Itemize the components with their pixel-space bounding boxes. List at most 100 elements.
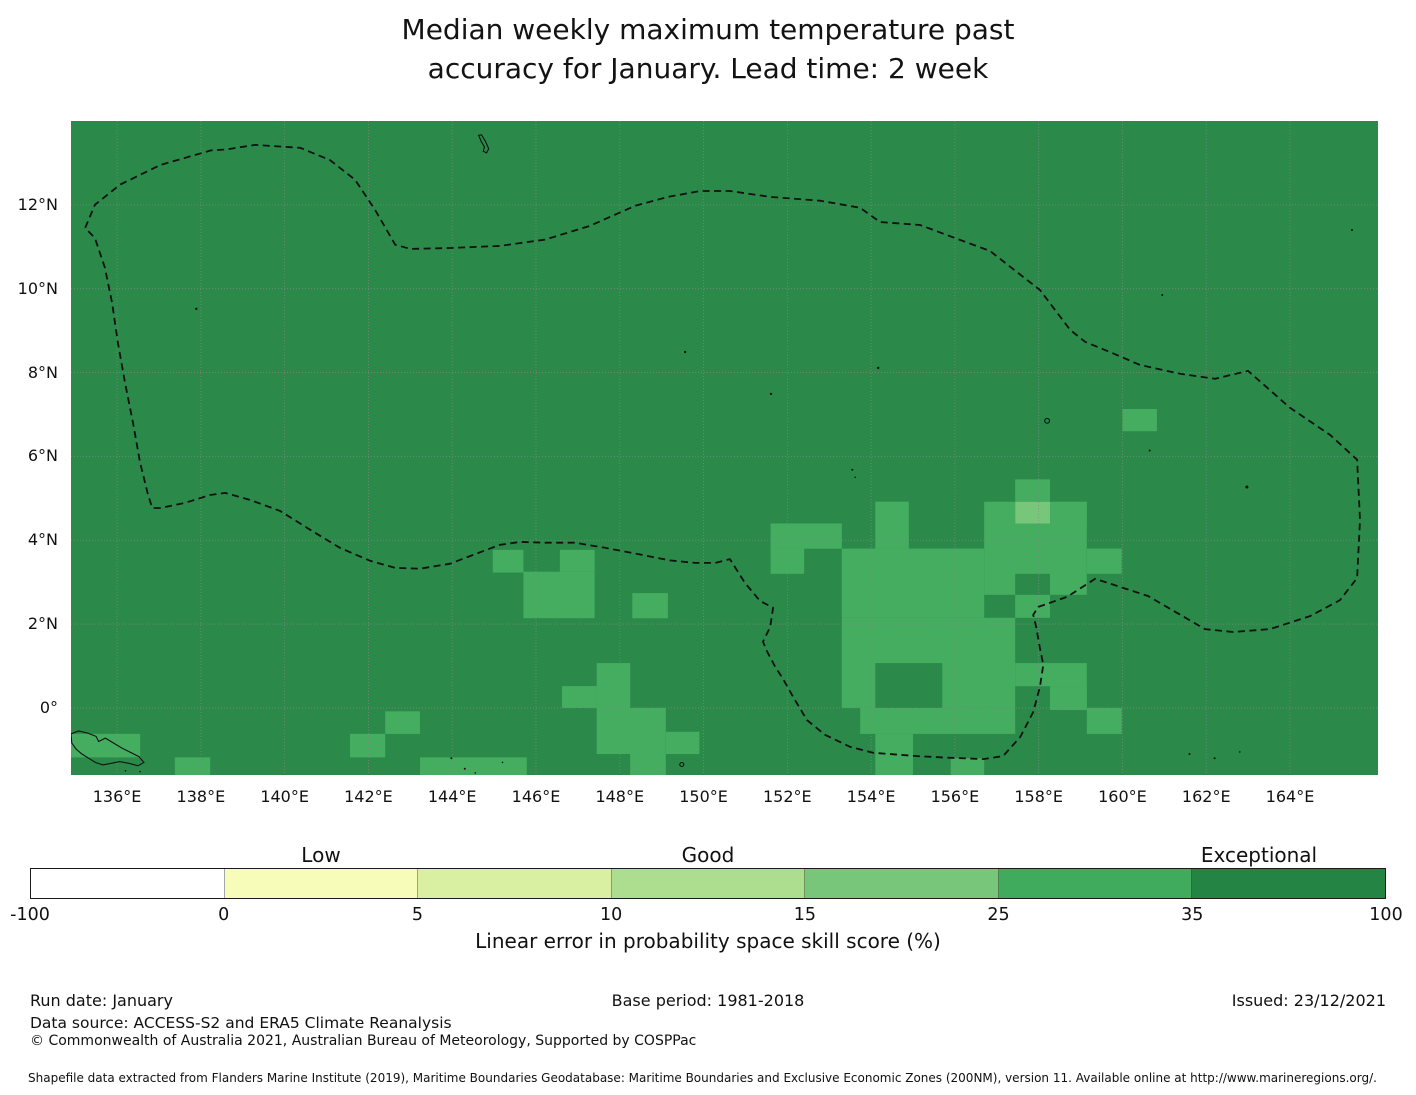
skill-cell-25-35	[174, 757, 211, 775]
island-dot	[1239, 751, 1241, 753]
colorbar-segment	[805, 869, 999, 898]
footer-run-date: Run date: January	[30, 991, 173, 1010]
island-dot	[450, 757, 453, 760]
x-axis-tick-label: 136°E	[92, 787, 142, 806]
x-axis-tick-label: 142°E	[344, 787, 393, 806]
colorbar-tick-label: 10	[600, 905, 623, 925]
x-axis-tick-label: 154°E	[846, 787, 896, 806]
colorbar-category-label: Exceptional	[1200, 843, 1318, 867]
skill-cell-25-35	[875, 501, 909, 549]
eez-boundary-line	[84, 143, 1361, 761]
skill-cell-25-35	[350, 733, 386, 758]
island-dot	[1044, 417, 1051, 424]
skill-cell-25-35	[632, 593, 668, 619]
footer-copyright: © Commonwealth of Australia 2021, Austra…	[30, 1033, 697, 1049]
colorbar-tick-label: 15	[793, 905, 816, 925]
island-outline-guam	[477, 134, 490, 154]
title-line-1: Median weekly maximum temperature past	[401, 13, 1015, 46]
y-axis-tick-label: 0°	[39, 697, 58, 717]
island-dot	[769, 392, 773, 396]
colorbar-tick-label: 25	[987, 905, 1010, 925]
skill-cell-25-35	[1086, 548, 1122, 574]
skill-cell-25-35	[385, 711, 420, 734]
island-dot	[463, 767, 466, 770]
skill-cell-25-35	[841, 548, 985, 618]
colorbar-caption: Linear error in probability space skill …	[475, 929, 941, 953]
x-axis-tick-label: 164°E	[1265, 787, 1315, 806]
colorbar-tick-label: 5	[411, 905, 423, 925]
skill-cell-25-35	[770, 548, 805, 574]
figure-title: Median weekly maximum temperature past a…	[0, 10, 1416, 88]
island-dot	[474, 772, 477, 774]
x-axis-tick-label: 148°E	[595, 787, 645, 806]
colorbar-category-label: Low	[301, 843, 341, 867]
colorbar-segment	[1192, 869, 1386, 898]
skill-cell-25-35	[665, 731, 700, 754]
skill-cell-25-35	[562, 686, 597, 708]
footer-issued: Issued: 23/12/2021	[1231, 991, 1386, 1010]
y-axis-tick-label: 10°N	[17, 278, 58, 298]
island-dot	[877, 366, 880, 370]
skill-cell-25-35	[559, 549, 595, 572]
colorbar	[30, 868, 1386, 899]
island-dot	[1148, 449, 1151, 452]
x-axis-tick-label: 160°E	[1098, 787, 1147, 806]
x-axis-tick-label: 144°E	[427, 787, 477, 806]
colorbar-tick-label: 100	[1369, 905, 1403, 925]
skill-cell-25-35	[630, 754, 666, 775]
colorbar-tick-label: -100	[10, 905, 50, 925]
colorbar-tick-label: 0	[218, 905, 230, 925]
skill-cell-25-35	[1015, 663, 1087, 687]
skill-cell-15-25	[1015, 501, 1050, 524]
footer-shapefile-note: Shapefile data extracted from Flanders M…	[28, 1071, 1377, 1085]
skill-cell-25-35	[71, 733, 141, 758]
island-dot	[1213, 757, 1216, 760]
colorbar-segment	[224, 869, 419, 898]
island-dot	[854, 476, 856, 479]
skill-cell-25-35	[860, 707, 1016, 734]
colorbar-segment	[31, 869, 225, 898]
footer-base-period: Base period: 1981-2018	[611, 991, 805, 1010]
island-outline-new_guinea	[71, 730, 145, 767]
skill-cell-25-35	[492, 549, 524, 573]
island-dot	[195, 307, 198, 310]
x-axis-tick-label: 140°E	[260, 787, 309, 806]
island-dot	[1245, 485, 1249, 489]
island-dot	[1351, 229, 1353, 231]
island-dot	[1161, 294, 1164, 296]
skill-cell-35-100	[875, 663, 943, 708]
map-plot-area	[71, 121, 1378, 775]
island-dot	[679, 761, 685, 768]
x-axis-tick-label: 138°E	[176, 787, 226, 806]
map-svg	[71, 121, 1378, 775]
skill-cell-35-100	[1015, 573, 1050, 595]
island-dot	[501, 761, 504, 764]
skill-cell-25-35	[1122, 409, 1157, 432]
x-axis-tick-label: 146°E	[511, 787, 561, 806]
skill-cell-25-35	[596, 663, 631, 708]
y-axis-tick-label: 12°N	[17, 194, 58, 214]
x-axis-tick-label: 158°E	[1014, 787, 1063, 806]
skill-cell-25-35	[1015, 594, 1050, 618]
x-axis-tick-label: 150°E	[679, 787, 728, 806]
y-axis-tick-label: 6°N	[27, 446, 58, 466]
island-dot	[124, 770, 127, 772]
y-axis-tick-label: 8°N	[27, 362, 58, 382]
skill-cell-25-35	[596, 707, 666, 754]
colorbar-category-label: Good	[681, 843, 735, 867]
skill-cell-25-35	[523, 571, 595, 619]
skill-cell-25-35	[950, 758, 985, 775]
island-dot	[851, 468, 854, 471]
colorbar-segment	[998, 869, 1193, 898]
x-axis-tick-label: 162°E	[1181, 787, 1231, 806]
x-axis-tick-label: 152°E	[763, 787, 812, 806]
x-axis-tick-label: 156°E	[930, 787, 980, 806]
colorbar-tick-label: 35	[1181, 905, 1204, 925]
colorbar-segment	[611, 869, 806, 898]
skill-cell-25-35	[984, 501, 1016, 524]
skill-cell-25-35	[1050, 501, 1087, 524]
skill-cell-25-35	[420, 757, 527, 775]
y-axis-tick-label: 4°N	[27, 530, 58, 550]
skill-cell-25-35	[1015, 479, 1050, 502]
